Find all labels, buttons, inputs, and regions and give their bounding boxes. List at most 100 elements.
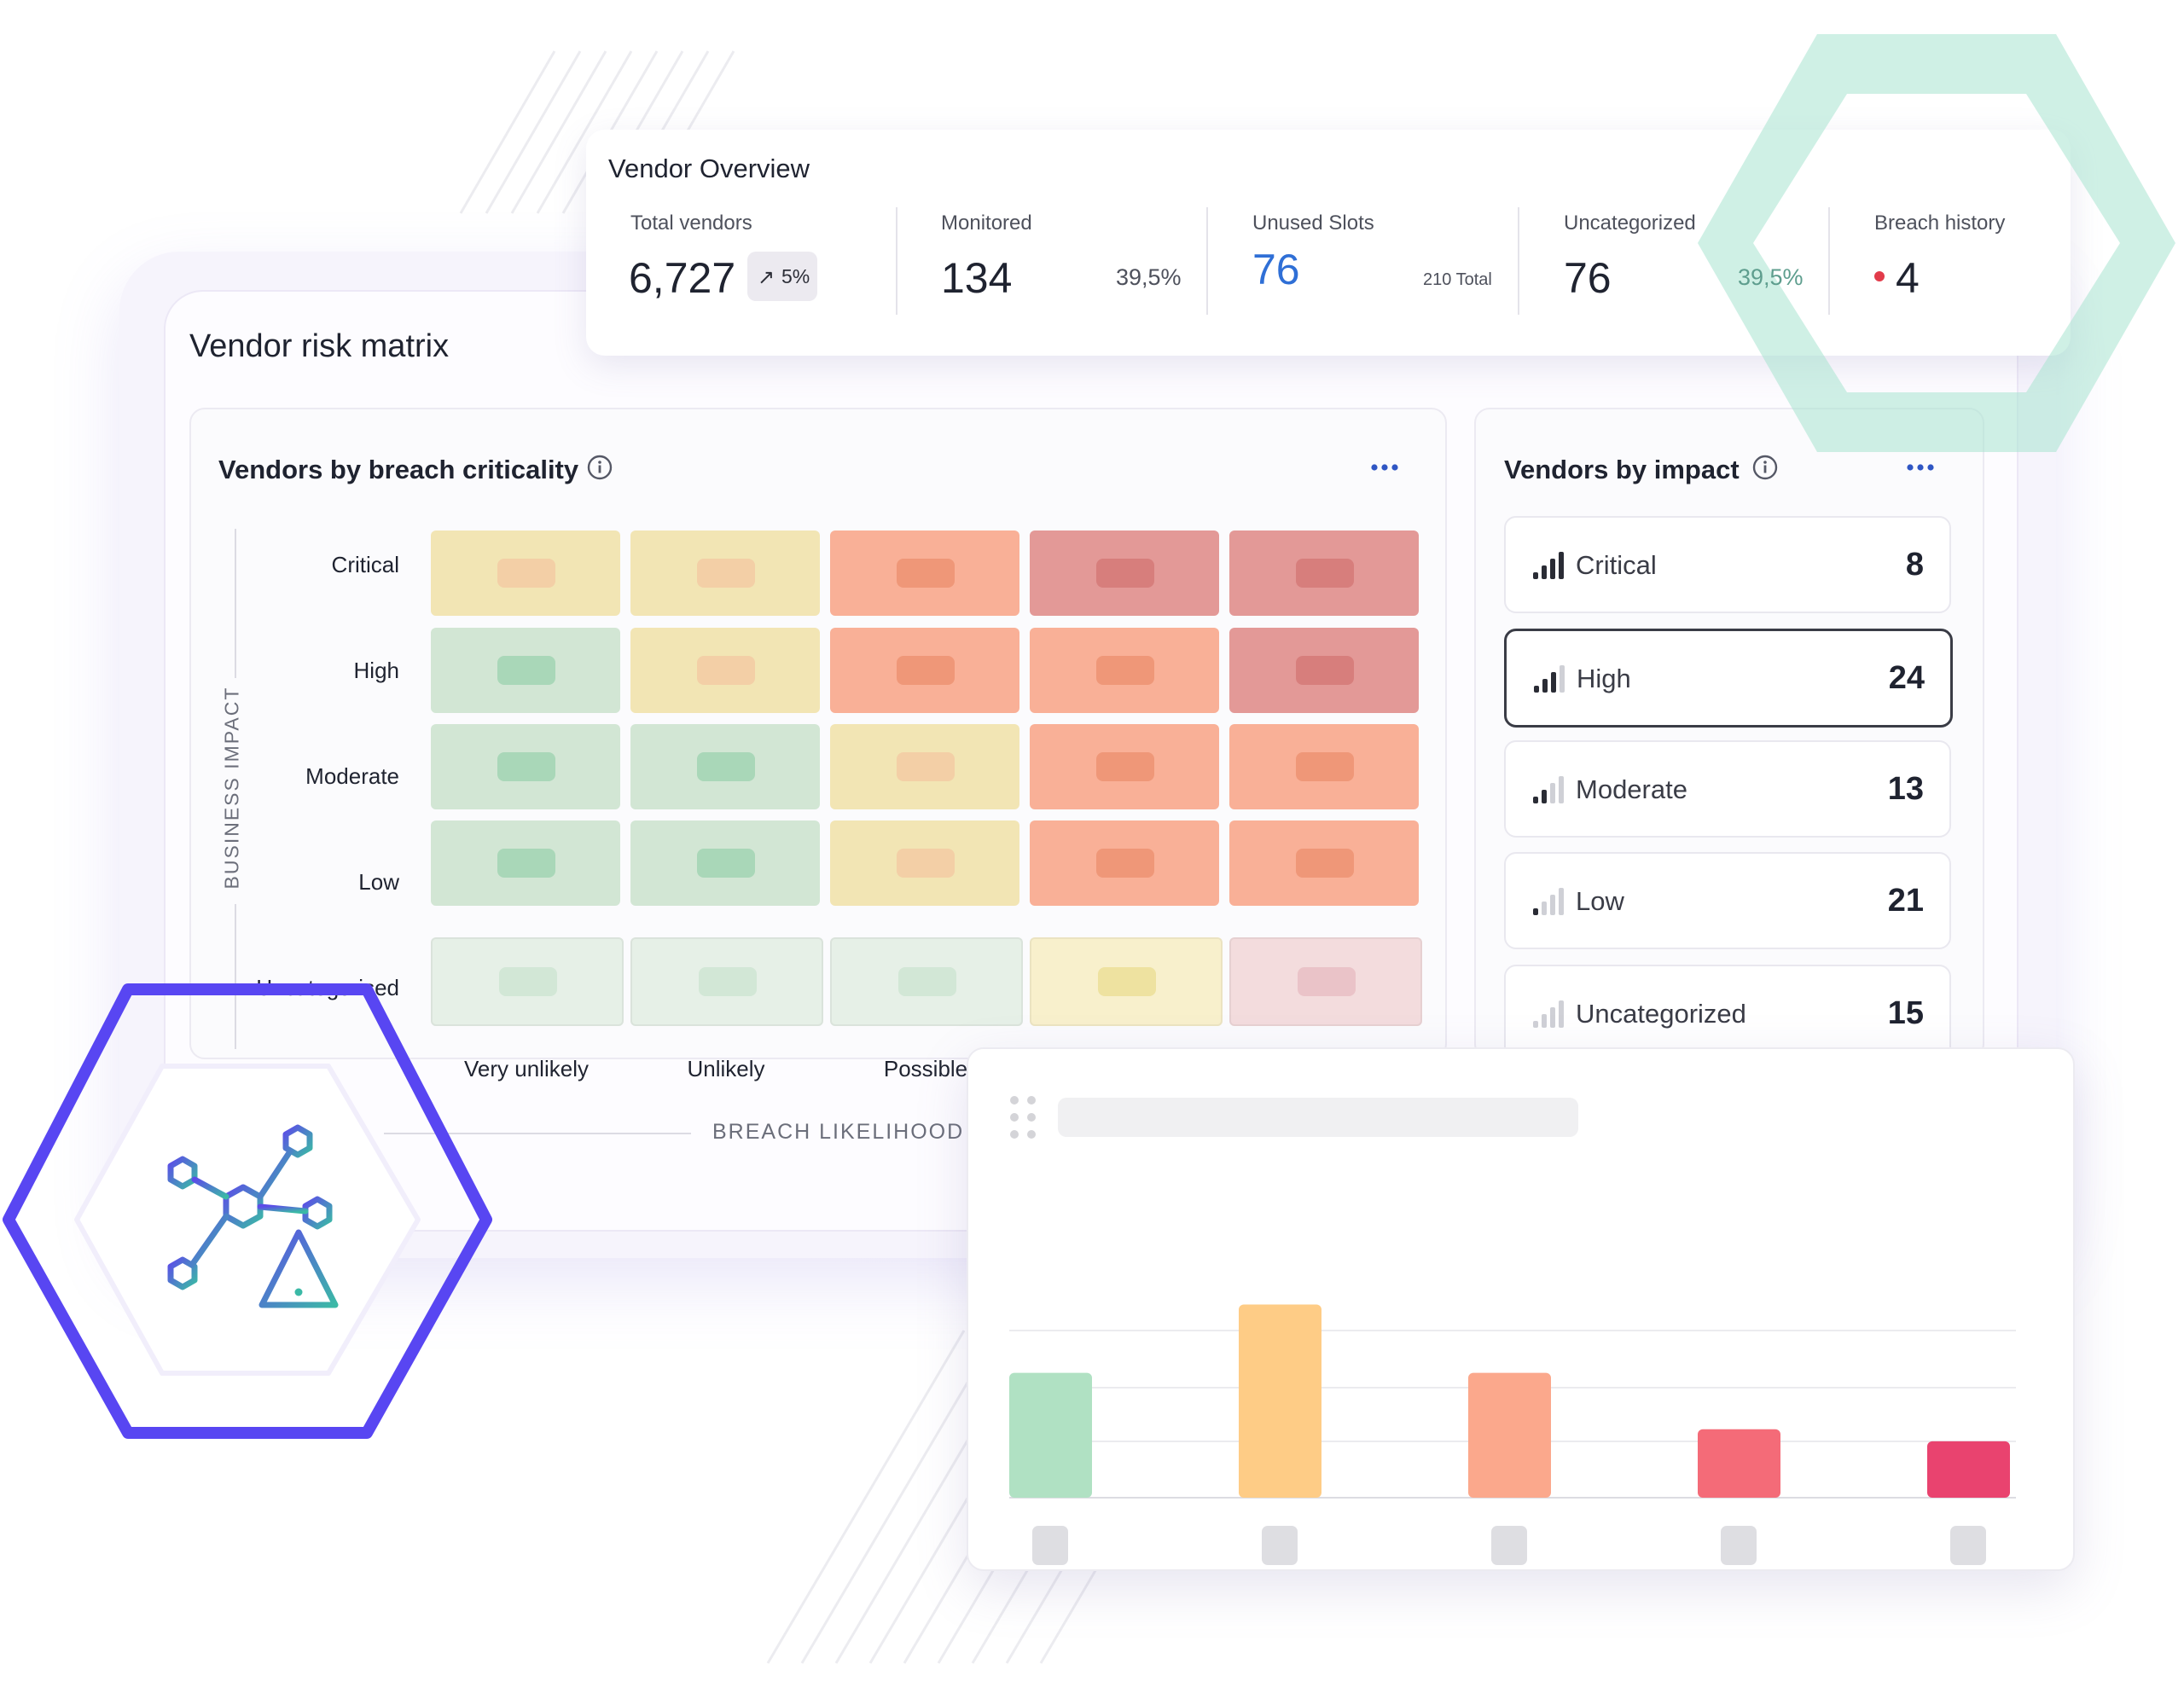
more-options-icon[interactable]	[1370, 463, 1399, 472]
matrix-cell-marker	[697, 752, 755, 781]
breach-history-value: 4	[1896, 254, 1920, 302]
more-options-icon[interactable]	[1906, 463, 1935, 472]
matrix-cell[interactable]	[1030, 628, 1219, 713]
signal-bar	[1533, 908, 1538, 915]
column-label-unlikely: Unlikely	[687, 1056, 765, 1081]
signal-bar	[1533, 1021, 1538, 1028]
signal-bars-icon	[1533, 776, 1564, 803]
signal-bars-icon	[1533, 552, 1564, 579]
matrix-cell[interactable]	[431, 820, 620, 906]
matrix-cell-marker	[497, 752, 555, 781]
impact-item-count: 24	[1888, 660, 1925, 696]
matrix-cell[interactable]	[1229, 724, 1419, 809]
matrix-cell-marker	[1296, 559, 1354, 588]
row-label-moderate: Moderate	[305, 763, 399, 789]
impact-item-high[interactable]: High 24	[1504, 629, 1953, 728]
matrix-cell-marker	[898, 967, 956, 996]
matrix-cell[interactable]	[830, 820, 1019, 906]
matrix-cell-marker	[499, 967, 557, 996]
matrix-cell[interactable]	[1030, 937, 1223, 1026]
matrix-cell[interactable]	[431, 937, 624, 1026]
signal-bar	[1542, 565, 1547, 579]
uncategorized-label: Uncategorized	[1564, 212, 1696, 235]
impact-item-low[interactable]: Low 21	[1504, 852, 1951, 949]
bar	[1009, 1372, 1092, 1498]
matrix-cell[interactable]	[830, 724, 1019, 809]
matrix-cell-marker	[697, 559, 755, 588]
impact-item-count: 8	[1905, 547, 1924, 583]
uncategorized-value: 76	[1564, 254, 1612, 302]
breach-criticality-title: Vendors by breach criticality	[218, 455, 579, 484]
matrix-cell[interactable]	[1229, 937, 1422, 1026]
divider	[1828, 207, 1830, 315]
matrix-cell[interactable]	[1030, 820, 1219, 906]
chart-title-placeholder	[1058, 1098, 1578, 1137]
matrix-cell[interactable]	[830, 531, 1019, 616]
bar	[1239, 1304, 1321, 1498]
signal-bar	[1551, 672, 1556, 693]
matrix-cell[interactable]	[630, 531, 820, 616]
signal-bar	[1542, 1014, 1547, 1028]
signal-bar	[1550, 783, 1555, 803]
impact-item-label: Moderate	[1576, 774, 1687, 804]
row-label-high: High	[353, 658, 399, 683]
y-axis-line	[235, 529, 236, 678]
matrix-cell[interactable]	[830, 937, 1023, 1026]
x-tick-label-placeholder	[1721, 1526, 1757, 1565]
vendor-overview-title: Vendor Overview	[608, 154, 810, 183]
hexagon-decoration	[1698, 34, 2175, 452]
matrix-cell-marker	[497, 849, 555, 878]
drag-handle-icon[interactable]	[1008, 1094, 1037, 1140]
bar	[1468, 1372, 1551, 1498]
matrix-cell[interactable]	[630, 724, 820, 809]
column-label-very-unlikely: Very unlikely	[464, 1056, 589, 1081]
unused-slots-value: 76	[1252, 246, 1300, 293]
signal-bars-icon	[1534, 665, 1565, 693]
signal-bar	[1550, 559, 1555, 579]
matrix-cell[interactable]	[431, 724, 620, 809]
column-label-possible: Possible	[883, 1056, 968, 1081]
matrix-cell[interactable]	[830, 628, 1019, 713]
network-risk-badge	[3, 983, 492, 1439]
impact-item-label: Uncategorized	[1576, 999, 1746, 1029]
signal-bar	[1559, 552, 1564, 579]
matrix-cell-marker	[699, 967, 757, 996]
matrix-cell[interactable]	[630, 628, 820, 713]
info-icon[interactable]	[1752, 455, 1778, 480]
matrix-cell[interactable]	[1229, 820, 1419, 906]
impact-item-critical[interactable]: Critical 8	[1504, 516, 1951, 613]
matrix-cell-marker	[1096, 656, 1154, 685]
impact-item-count: 13	[1887, 771, 1924, 807]
matrix-cell[interactable]	[1229, 628, 1419, 713]
impact-card	[1474, 408, 1984, 1059]
info-icon[interactable]	[587, 455, 613, 480]
row-label-low: Low	[358, 869, 399, 895]
total-vendors-value: 6,727	[629, 254, 736, 302]
matrix-cell-marker	[697, 656, 755, 685]
matrix-cell-marker	[1296, 752, 1354, 781]
matrix-cell[interactable]	[630, 820, 820, 906]
x-tick-label-placeholder	[1950, 1526, 1986, 1565]
x-axis-title: BREACH LIKELIHOOD	[712, 1120, 965, 1144]
matrix-cell[interactable]	[431, 628, 620, 713]
matrix-cell-marker	[1096, 752, 1154, 781]
matrix-cell-marker	[1096, 849, 1154, 878]
matrix-cell[interactable]	[1030, 531, 1219, 616]
matrix-cell[interactable]	[1229, 531, 1419, 616]
matrix-cell-marker	[697, 849, 755, 878]
signal-bar	[1559, 1000, 1564, 1028]
matrix-cell-marker	[1298, 967, 1356, 996]
matrix-cell-marker	[897, 849, 955, 878]
matrix-cell[interactable]	[630, 937, 823, 1026]
matrix-cell-marker	[1296, 656, 1354, 685]
matrix-cell[interactable]	[1030, 724, 1219, 809]
total-vendors-label: Total vendors	[630, 212, 752, 235]
y-axis-line	[235, 904, 236, 1049]
unused-slots-total: 210 Total	[1423, 270, 1492, 289]
matrix-cell-marker	[897, 656, 955, 685]
impact-item-moderate[interactable]: Moderate 13	[1504, 740, 1951, 838]
matrix-cell[interactable]	[431, 531, 620, 616]
bar	[1698, 1429, 1780, 1498]
uncategorized-percent: 39,5%	[1738, 264, 1804, 290]
bar	[1927, 1441, 2010, 1498]
